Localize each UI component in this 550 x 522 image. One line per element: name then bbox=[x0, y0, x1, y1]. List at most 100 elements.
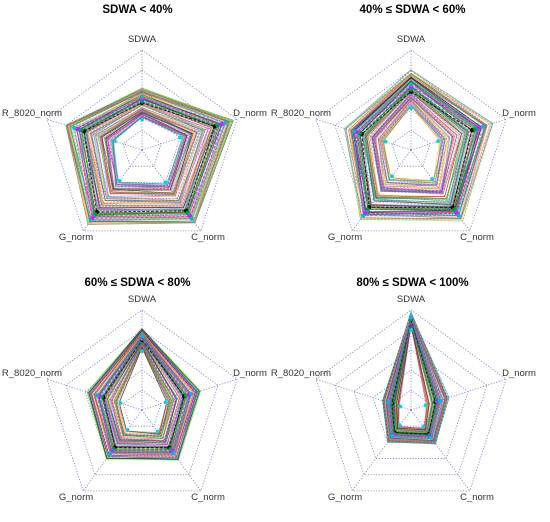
panel-title: 40% ≤ SDWA < 60% bbox=[359, 4, 466, 16]
series-line bbox=[345, 73, 488, 219]
radar-chart: SDWA D_norm C_norm G_norm R_8020_norm bbox=[271, 294, 536, 503]
series-point bbox=[118, 401, 123, 405]
axis-label-D_norm: D_norm bbox=[502, 368, 536, 379]
series-line bbox=[110, 341, 177, 443]
series-line bbox=[106, 114, 186, 186]
axis-label-C_norm: C_norm bbox=[460, 232, 494, 243]
series-line-emphasized bbox=[357, 87, 479, 212]
series-point bbox=[409, 328, 413, 333]
series-line bbox=[101, 111, 194, 194]
series-point bbox=[140, 349, 144, 353]
axis-label-R_8020_norm: R_8020_norm bbox=[271, 368, 331, 379]
series-point bbox=[171, 451, 176, 456]
series-bundle bbox=[344, 69, 494, 222]
series-line bbox=[104, 109, 191, 192]
panel-title: 80% ≤ SDWA < 100% bbox=[356, 277, 469, 289]
radar-panel-1: SDWA < 40% SDWA D_norm C_norm G_norm R_8020_… bbox=[0, 0, 275, 261]
series-line bbox=[66, 89, 232, 223]
series-point bbox=[436, 139, 441, 144]
series-line bbox=[359, 80, 473, 208]
axis-label-R_8020_norm: R_8020_norm bbox=[2, 368, 62, 379]
series-line bbox=[380, 101, 446, 187]
axis-label-G_norm: G_norm bbox=[59, 492, 93, 503]
series-point bbox=[223, 120, 228, 126]
series-line bbox=[105, 112, 193, 191]
series-point bbox=[112, 139, 117, 144]
series-line bbox=[109, 343, 175, 440]
series-line bbox=[379, 100, 446, 185]
series-line bbox=[353, 78, 478, 213]
series-line bbox=[344, 69, 490, 221]
series-line-emphasized bbox=[96, 335, 192, 454]
series-line bbox=[113, 344, 174, 439]
series-point bbox=[456, 213, 461, 218]
series-line-emphasized bbox=[389, 316, 439, 437]
series-line bbox=[344, 69, 494, 220]
series-line bbox=[357, 81, 480, 211]
series-point bbox=[139, 333, 145, 339]
series-line-emphasized bbox=[78, 99, 221, 217]
axis-label-G_norm: G_norm bbox=[59, 232, 93, 243]
axis-spoke-G_norm bbox=[351, 409, 412, 492]
series-line bbox=[86, 328, 201, 461]
series-line-emphasized bbox=[97, 336, 190, 453]
series-bundle bbox=[65, 87, 234, 225]
series-point bbox=[189, 216, 194, 221]
series-line bbox=[69, 92, 230, 220]
series-line bbox=[67, 91, 231, 222]
series-point bbox=[423, 403, 428, 408]
series-line bbox=[348, 73, 492, 222]
series-line bbox=[376, 98, 455, 191]
series-line bbox=[364, 86, 468, 205]
series-line bbox=[374, 94, 456, 192]
series-line bbox=[99, 109, 201, 198]
series-line bbox=[107, 114, 191, 189]
series-point bbox=[428, 435, 434, 440]
series-point bbox=[178, 135, 182, 140]
axis-label-R_8020_norm: R_8020_norm bbox=[271, 108, 331, 119]
series-line bbox=[369, 89, 462, 197]
series-line bbox=[86, 327, 202, 461]
series-line bbox=[96, 107, 201, 201]
series-point bbox=[140, 117, 144, 122]
series-line-emphasized bbox=[81, 100, 219, 215]
series-point bbox=[398, 404, 403, 409]
series-line bbox=[382, 105, 444, 182]
series-line-emphasized bbox=[388, 315, 440, 438]
series-line-emphasized bbox=[102, 339, 185, 449]
series-point bbox=[383, 139, 388, 144]
series-line bbox=[66, 91, 233, 224]
series-point bbox=[437, 398, 443, 403]
series-line bbox=[380, 101, 448, 186]
series-line bbox=[87, 102, 206, 204]
series-line bbox=[110, 116, 185, 185]
radar-panel-2: 40% ≤ SDWA < 60% SDWA D_norm C_norm G_norm R… bbox=[271, 0, 550, 261]
axis-label-SDWA: SDWA bbox=[397, 294, 426, 305]
series-point bbox=[125, 428, 130, 432]
series-line-emphasized bbox=[355, 85, 481, 215]
series-point bbox=[397, 423, 402, 428]
series-point bbox=[408, 82, 414, 87]
series-line bbox=[112, 116, 188, 188]
axis-label-D_norm: D_norm bbox=[502, 108, 536, 119]
series-point bbox=[386, 400, 391, 405]
radar-panel-3: 60% ≤ SDWA < 80% SDWA D_norm C_norm G_norm R… bbox=[0, 261, 275, 522]
series-line-emphasized bbox=[76, 97, 224, 219]
series-point bbox=[117, 178, 122, 183]
series-line bbox=[89, 328, 197, 460]
series-line bbox=[382, 311, 450, 444]
series-line-emphasized bbox=[101, 338, 187, 450]
series-point bbox=[155, 429, 160, 434]
series-point bbox=[421, 425, 426, 429]
series-line bbox=[86, 101, 212, 210]
series-line bbox=[115, 343, 172, 437]
series-point bbox=[188, 391, 194, 397]
panel-title: 60% ≤ SDWA < 80% bbox=[84, 277, 191, 289]
axis-label-SDWA: SDWA bbox=[128, 34, 157, 45]
series-line bbox=[361, 86, 471, 201]
series-line bbox=[88, 102, 214, 207]
series-point bbox=[390, 174, 394, 179]
series-line-emphasized bbox=[353, 83, 484, 217]
series-point bbox=[88, 218, 93, 223]
series-line bbox=[384, 313, 447, 443]
